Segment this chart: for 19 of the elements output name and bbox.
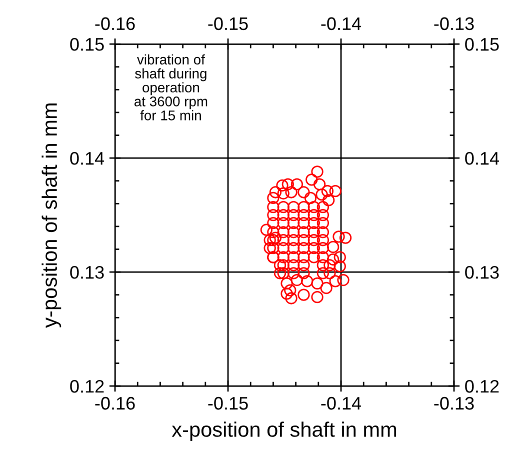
x2-tick-label: -0.15 xyxy=(208,17,248,30)
y-tick-label: 0.15 xyxy=(70,38,104,51)
x-tick-label: -0.16 xyxy=(95,396,135,410)
y2-tick-label: 0.13 xyxy=(465,266,499,279)
x-tick-label: -0.14 xyxy=(321,396,362,410)
x-tick-label: -0.13 xyxy=(434,396,474,410)
y2-tick-label: 0.12 xyxy=(465,380,499,393)
x2-tick-label: -0.14 xyxy=(321,17,362,30)
y-tick-label: 0.14 xyxy=(70,152,104,165)
x2-tick-label: -0.13 xyxy=(434,17,474,30)
y-tick-label: 0.12 xyxy=(70,380,104,393)
y2-tick-label: 0.14 xyxy=(465,152,500,165)
y2-tick-label: 0.15 xyxy=(465,38,499,51)
x2-tick-label: -0.16 xyxy=(95,17,135,30)
x-tick-label: -0.15 xyxy=(208,396,248,410)
x-axis-title: x-position of shaft in mm xyxy=(172,422,396,442)
y-tick-label: 0.13 xyxy=(70,266,104,279)
annotation: vibration of shaft during operation at 3600 rpm for 15 min xyxy=(134,54,208,120)
y-axis-title: y-position of shaft in mm xyxy=(42,104,62,328)
